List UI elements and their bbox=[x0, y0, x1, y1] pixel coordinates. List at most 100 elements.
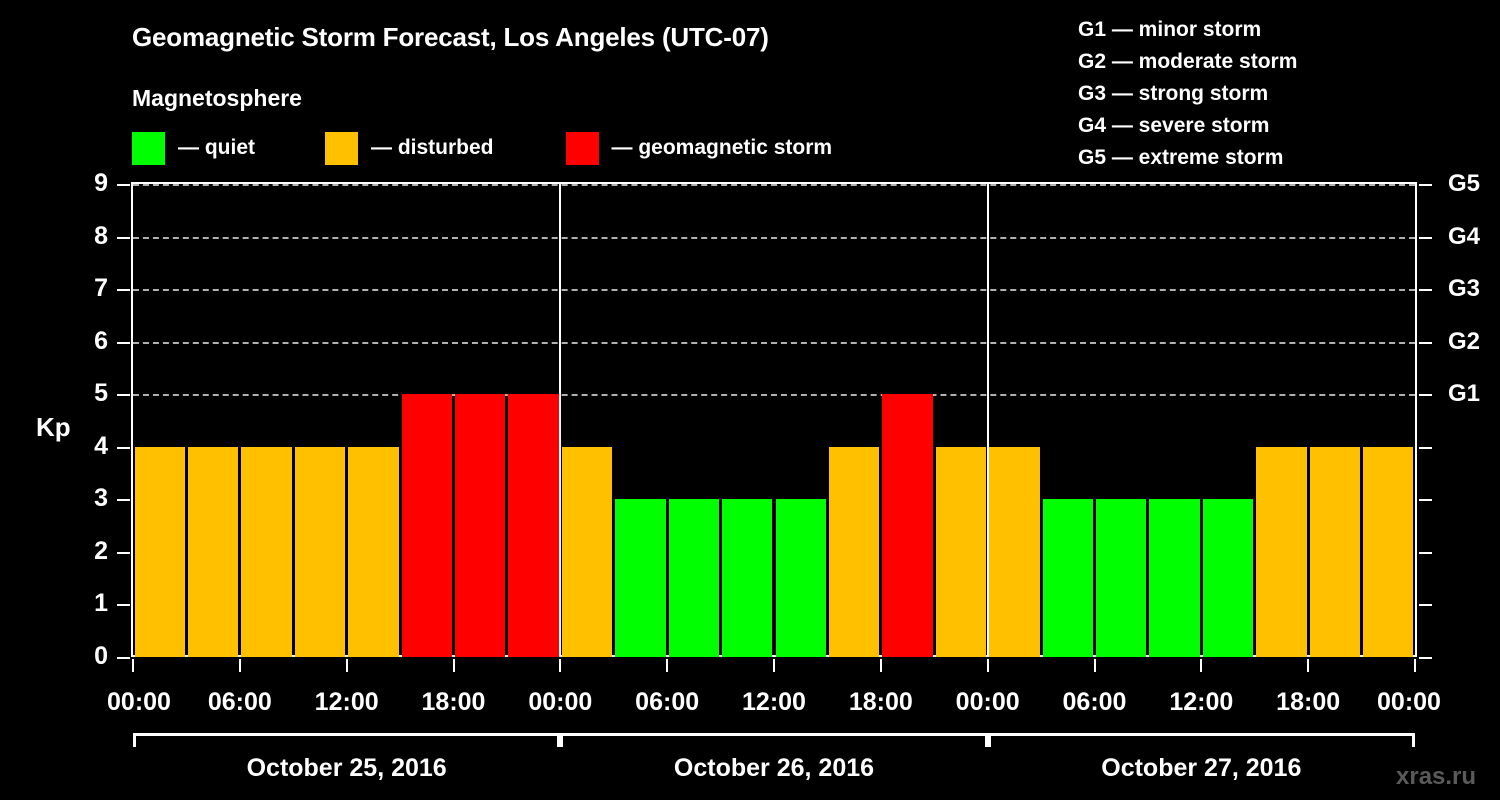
x-tick-label: 06:00 bbox=[635, 688, 700, 716]
x-tick-mark bbox=[1200, 659, 1203, 672]
bar bbox=[187, 446, 239, 657]
x-tick-mark bbox=[1307, 659, 1310, 672]
gridline bbox=[133, 341, 1415, 344]
x-tick-label: 00:00 bbox=[528, 688, 593, 716]
legend-swatch-quiet bbox=[132, 131, 165, 165]
g-tick-label: G5 bbox=[1448, 170, 1481, 197]
day-divider bbox=[559, 184, 562, 657]
bar bbox=[828, 446, 880, 657]
date-label: October 25, 2016 bbox=[246, 754, 447, 782]
y-axis-title: Kp bbox=[36, 412, 71, 442]
page-title: Geomagnetic Storm Forecast, Los Angeles … bbox=[132, 22, 769, 52]
date-bracket bbox=[560, 733, 988, 747]
legend-swatch-disturbed bbox=[325, 131, 358, 165]
x-tick-mark bbox=[1414, 659, 1416, 672]
g-tick-mark bbox=[1419, 604, 1432, 607]
bar bbox=[1256, 446, 1307, 657]
x-tick-label: 18:00 bbox=[1276, 688, 1341, 716]
bar bbox=[668, 499, 720, 657]
x-tick-label: 06:00 bbox=[1062, 688, 1127, 716]
x-tick-mark bbox=[986, 659, 989, 672]
g-tick-mark bbox=[1419, 551, 1432, 554]
g-scale-row: G2 — moderate storm bbox=[1078, 50, 1298, 73]
bar bbox=[1309, 446, 1361, 657]
x-tick-mark bbox=[238, 659, 241, 672]
bar bbox=[1363, 446, 1414, 657]
bar bbox=[508, 394, 559, 657]
x-tick-mark bbox=[345, 659, 348, 672]
legend-swatch-storm bbox=[565, 131, 599, 165]
g-scale-legend: G1 — minor storm G2 — moderate storm G3 … bbox=[1078, 14, 1297, 174]
x-tick-mark bbox=[773, 659, 775, 672]
x-tick-mark bbox=[1093, 659, 1096, 672]
g-tick-mark bbox=[1419, 499, 1432, 502]
x-tick-label: 00:00 bbox=[107, 688, 171, 716]
y-tick-mark bbox=[117, 499, 130, 502]
bar bbox=[882, 394, 933, 657]
plot-frame bbox=[131, 182, 1417, 657]
bar bbox=[134, 446, 185, 657]
day-divider bbox=[986, 184, 989, 657]
y-tick-label: 2 bbox=[94, 536, 108, 565]
g-tick-mark bbox=[1419, 657, 1432, 659]
date-label: October 27, 2016 bbox=[1101, 754, 1302, 782]
plot-area bbox=[133, 184, 1415, 657]
g-tick-label: G2 bbox=[1448, 327, 1481, 355]
x-tick-mark bbox=[879, 659, 882, 672]
y-tick-mark bbox=[117, 394, 130, 397]
g-tick-label: G1 bbox=[1448, 380, 1481, 408]
date-label: October 26, 2016 bbox=[673, 754, 875, 782]
gridline bbox=[133, 394, 1415, 397]
g-scale-row: G3 — strong storm bbox=[1078, 82, 1269, 105]
bar bbox=[989, 446, 1040, 657]
x-tick-label: 18:00 bbox=[421, 688, 486, 716]
y-tick-label: 1 bbox=[94, 589, 108, 618]
g-scale-row: G4 — severe storm bbox=[1078, 114, 1270, 137]
x-tick-label: 12:00 bbox=[742, 688, 806, 716]
x-tick-mark bbox=[452, 659, 455, 672]
watermark: xras.ru bbox=[1396, 763, 1477, 790]
y-tick-label: 4 bbox=[94, 431, 108, 460]
bar bbox=[348, 446, 399, 657]
color-legend: — quiet — disturbed — geomagnetic storm bbox=[132, 130, 832, 166]
y-tick-mark bbox=[117, 604, 130, 607]
x-tick-mark bbox=[559, 659, 562, 672]
g-tick-label: G4 bbox=[1448, 222, 1481, 250]
g-tick-mark bbox=[1419, 236, 1432, 239]
bar bbox=[401, 394, 452, 657]
g-tick-label: G3 bbox=[1448, 275, 1481, 303]
y-tick-label: 9 bbox=[94, 169, 108, 197]
g-tick-mark bbox=[1419, 394, 1432, 397]
gridline bbox=[133, 184, 1415, 186]
g-tick-mark bbox=[1419, 446, 1432, 449]
bar bbox=[241, 446, 292, 657]
magnetosphere-label: Magnetosphere bbox=[132, 85, 302, 111]
bar bbox=[455, 394, 506, 657]
y-tick-label: 8 bbox=[94, 221, 108, 250]
legend-label-storm: — geomagnetic storm bbox=[611, 136, 833, 159]
g-tick-mark bbox=[1419, 341, 1432, 344]
date-bracket bbox=[987, 733, 1415, 747]
y-tick-mark bbox=[117, 236, 130, 239]
g-tick-mark bbox=[1419, 184, 1432, 186]
legend-entry-storm: — geomagnetic storm bbox=[565, 130, 833, 166]
x-tick-label: 06:00 bbox=[207, 688, 272, 716]
x-tick-label: 00:00 bbox=[1377, 688, 1441, 716]
bar bbox=[722, 499, 773, 657]
bar bbox=[294, 446, 346, 657]
x-tick-label: 18:00 bbox=[848, 688, 913, 716]
date-bracket bbox=[133, 733, 561, 747]
legend-label-quiet: — quiet bbox=[178, 136, 255, 159]
y-tick-label: 5 bbox=[94, 379, 108, 408]
y-tick-mark bbox=[117, 341, 130, 344]
y-tick-label: 3 bbox=[94, 484, 108, 513]
gridline bbox=[133, 289, 1415, 292]
y-tick-mark bbox=[117, 289, 130, 292]
x-tick-label: 00:00 bbox=[955, 688, 1020, 716]
legend-entry-disturbed: — disturbed bbox=[325, 130, 494, 166]
x-tick-mark bbox=[132, 659, 134, 672]
g-tick-mark bbox=[1419, 289, 1432, 292]
g-scale-row: G5 — extreme storm bbox=[1078, 146, 1284, 169]
bar bbox=[1042, 499, 1093, 657]
